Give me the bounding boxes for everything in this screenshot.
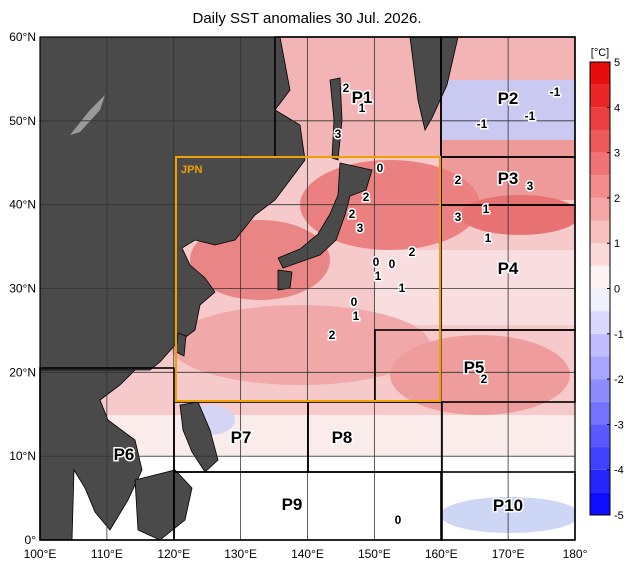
lat-tick-label: 10°N: [9, 449, 36, 463]
colorbar-cell: [590, 379, 610, 402]
colorbar-tick-label: -2: [614, 374, 624, 386]
contour-label: 0: [395, 513, 402, 527]
colorbar-cell: [590, 469, 610, 493]
colorbar-cell: [590, 220, 610, 244]
contour-label: 1: [353, 309, 360, 323]
box-label: JPN: [181, 164, 202, 176]
colorbar-tick-label: -5: [614, 510, 624, 522]
colorbar-cell: [590, 175, 610, 198]
colorbar-cell: [590, 62, 610, 85]
contour-label: 0: [373, 255, 380, 269]
contour-label: 3: [527, 179, 534, 193]
lon-tick-label: 120°E: [157, 547, 190, 561]
contour-label: 1: [483, 202, 490, 216]
region-label: P6: [114, 445, 135, 464]
colorbar-tick-label: 0: [614, 284, 620, 296]
colorbar-cell: [590, 447, 610, 470]
colorbar-unit: [°C]: [591, 47, 609, 59]
colorbar-cell: [590, 107, 610, 130]
lat-tick-label: 30°N: [9, 282, 36, 296]
contour-label: -1: [550, 85, 561, 99]
lat-tick-label: 50°N: [9, 114, 36, 128]
lon-tick-label: 150°E: [358, 547, 391, 561]
lon-tick-label: 110°E: [91, 547, 123, 561]
region-label: P3: [498, 169, 519, 188]
colorbar-tick-label: 2: [614, 193, 620, 205]
lat-tick-label: 60°N: [9, 30, 36, 44]
contour-label: 2: [363, 190, 370, 204]
lon-tick-label: 140°E: [291, 547, 324, 561]
region-label: P9: [282, 495, 303, 514]
colorbar-tick-label: 5: [614, 57, 620, 69]
lon-tick-label: 130°E: [224, 547, 257, 561]
contour-label: 2: [455, 173, 462, 187]
region-label: P7: [231, 428, 252, 447]
region-label: P2: [498, 89, 519, 108]
colorbar-tick-label: 1: [614, 238, 620, 250]
region-label: P1: [352, 88, 373, 107]
region-label: P10: [493, 496, 523, 515]
region-label: P5: [464, 358, 485, 377]
lat-tick-label: 0°: [25, 533, 37, 547]
contour-label: 3: [335, 127, 342, 141]
contour-label: 2: [343, 81, 350, 95]
contour-label: 1: [485, 231, 492, 245]
colorbar-tick-label: 4: [614, 102, 620, 114]
contour-label: 2: [329, 328, 336, 342]
colorbar-tick-label: -3: [614, 419, 624, 431]
map-frame: [39, 36, 576, 541]
jpn-box: [175, 156, 441, 402]
lat-tick-label: 20°N: [9, 365, 36, 379]
map-title: Daily SST anomalies 30 Jul. 2026.: [192, 10, 421, 27]
contour-label: 1: [399, 281, 406, 295]
colorbar-cell: [590, 265, 610, 289]
region-label: P4: [498, 259, 519, 278]
contour-label: 0: [351, 295, 358, 309]
colorbar-cell: [590, 424, 610, 448]
colorbar-tick-label: -1: [614, 329, 624, 341]
colorbar-tick-label: 3: [614, 148, 620, 160]
contour-label: 0: [389, 257, 396, 271]
colorbar-cell: [590, 492, 610, 515]
colorbar-cell: [590, 333, 610, 357]
contour-label: 2: [409, 245, 416, 259]
contour-label: 3: [455, 210, 462, 224]
colorbar-cell: [590, 288, 610, 312]
colorbar-cell: [590, 197, 610, 221]
colorbar-cell: [590, 401, 610, 425]
contour-label: 0: [377, 161, 384, 175]
colorbar-cell: [590, 356, 610, 380]
contour-label: 1: [375, 269, 382, 283]
contour-label: 2: [349, 207, 356, 221]
contour-label: -1: [525, 109, 536, 123]
colorbar-cell: [590, 243, 610, 266]
region-label: P8: [332, 428, 353, 447]
colorbar-cell: [590, 129, 610, 153]
lon-tick-label: 180°: [563, 547, 588, 561]
contour-label: -1: [477, 117, 488, 131]
lon-tick-label: 170°E: [492, 547, 525, 561]
contour-label: 3: [357, 221, 364, 235]
colorbar-cell: [590, 84, 610, 108]
lon-tick-label: 160°E: [425, 547, 458, 561]
lon-tick-label: 100°E: [24, 547, 57, 561]
contour-label: 2: [481, 372, 488, 386]
lat-tick-label: 40°N: [9, 198, 36, 212]
colorbar-cell: [590, 152, 610, 176]
colorbar-cell: [590, 311, 610, 334]
contour-label: 1: [359, 101, 366, 115]
colorbar-tick-label: -4: [614, 465, 624, 477]
colorbar: [°C] 5 4 3 2 1 0 -1 -2 -3 -4 -5: [589, 47, 624, 522]
